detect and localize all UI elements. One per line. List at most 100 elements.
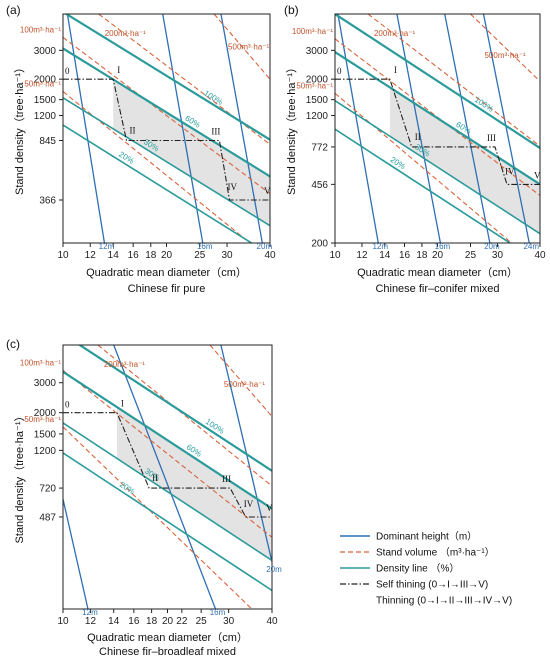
y-tick-label: 845 — [39, 136, 56, 147]
x-tick-label: 40 — [534, 250, 546, 261]
x-tick-label: 10 — [57, 250, 69, 261]
height-label-16m: 16m — [435, 242, 451, 251]
legend-label-height: Dominant height（m） — [376, 531, 477, 543]
thinning-point-ii: II — [415, 132, 421, 142]
y-tick-label: 1200 — [34, 446, 57, 457]
y-tick-label: 2000 — [306, 75, 329, 86]
y-tick-label: 3000 — [34, 46, 57, 57]
thinning-path — [63, 412, 272, 518]
y-tick-label: 1200 — [34, 111, 57, 122]
x-tick-label: 30 — [223, 616, 235, 627]
legend-label-volume: Stand volume （m³·ha⁻¹） — [376, 547, 495, 559]
x-tick-label: 40 — [264, 250, 276, 261]
height-line-12m — [66, 14, 106, 243]
x-tick-label: 12 — [85, 250, 97, 261]
y-tick-label: 1200 — [306, 111, 329, 122]
density-label-20: 20% — [117, 150, 135, 166]
height-label-12m: 12m — [372, 242, 388, 251]
density-line-20 — [335, 128, 512, 243]
density-line-30 — [63, 97, 270, 227]
density-line-60 — [63, 47, 270, 178]
y-tick-label: 3000 — [34, 378, 57, 389]
y-axis-label: Stand density（tree·ha⁻¹） — [13, 411, 26, 544]
y-tick-label: 3000 — [306, 46, 329, 57]
thinning-point-ii: II — [152, 473, 158, 483]
volume-line-500m-ha — [470, 14, 540, 82]
x-tick-label: 30 — [492, 250, 504, 261]
density-label-20: 20% — [118, 480, 136, 496]
volume-line-100m-ha — [63, 36, 270, 195]
y-tick-label: 1500 — [34, 429, 57, 440]
thinning-point-ii: II — [130, 125, 136, 135]
x-tick-label: 20 — [161, 250, 173, 261]
height-label-24m: 24m — [523, 242, 539, 251]
plot-area — [335, 14, 540, 243]
x-tick-label: 16 — [128, 250, 140, 261]
y-axis-label: Stand density（tree·ha⁻¹） — [285, 62, 298, 195]
x-tick-label: 40 — [266, 616, 278, 627]
thinning-point-0: 0 — [65, 400, 70, 410]
thinning-point-0: 0 — [65, 66, 70, 76]
thinning-point-iv: IV — [228, 182, 238, 192]
height-line-12m — [63, 498, 89, 609]
management-zone-shade — [113, 79, 270, 226]
y-tick-label: 772 — [311, 142, 328, 153]
height-line-12m — [337, 14, 379, 243]
x-tick-label: 10 — [57, 616, 69, 627]
volume-label-100m-ha: 100m³·ha⁻¹ — [20, 25, 61, 34]
x-tick-label: 12 — [356, 250, 368, 261]
y-tick-label: 456 — [311, 180, 328, 191]
x-tick-label: 25 — [465, 250, 477, 261]
thinning-point-iv: IV — [505, 166, 515, 176]
volume-label-100m-ha: 100m³·ha⁻¹ — [292, 27, 333, 36]
volume-line-50m-ha — [63, 426, 253, 609]
height-line-20m — [444, 14, 491, 243]
thinning-point-v: V — [534, 170, 541, 180]
x-tick-label: 20 — [432, 250, 444, 261]
volume-label-100m-ha: 100m³·ha⁻¹ — [20, 358, 61, 367]
volume-label-500m-ha: 500m³·ha⁻¹ — [224, 380, 265, 389]
height-label-12m: 12m — [99, 242, 115, 251]
thinning-point-i: I — [121, 399, 124, 409]
panel-label: (c) — [6, 337, 20, 351]
x-tick-label: 30 — [221, 250, 233, 261]
height-label-20m: 20m — [484, 242, 500, 251]
y-axis-label: Stand density（tree·ha⁻¹） — [13, 62, 26, 195]
thinning-point-i: I — [117, 65, 120, 75]
plot-area — [63, 14, 270, 243]
volume-label-200m-ha: 200m³·ha⁻¹ — [374, 29, 415, 38]
management-zone-shade — [389, 87, 540, 234]
density-line-30 — [63, 422, 272, 562]
volume-label-50m-ha: 50m³·ha⁻¹ — [24, 415, 61, 424]
density-line-60 — [63, 370, 272, 510]
x-axis-label: Quadratic mean diameter（cm） — [87, 631, 248, 644]
thinning-path — [63, 78, 270, 201]
volume-label-500m-ha: 500m³·ha⁻¹ — [484, 51, 525, 60]
x-axis-label: Quadratic mean diameter（cm） — [86, 266, 247, 279]
x-tick-label: 14 — [379, 250, 391, 261]
volume-label-50m-ha: 50m³·ha⁻¹ — [296, 81, 333, 90]
x-tick-label: 12 — [85, 616, 97, 627]
volume-line-200m-ha — [97, 345, 272, 487]
thinning-point-i: I — [394, 65, 397, 75]
density-line-30 — [335, 99, 540, 235]
density-line-60 — [335, 51, 540, 186]
height-label-20m: 20m — [266, 565, 282, 574]
x-tick-label: 18 — [416, 250, 428, 261]
volume-line-100m-ha — [63, 369, 272, 538]
y-tick-label: 1500 — [34, 95, 57, 106]
panel-label: (b) — [284, 3, 299, 17]
x-tick-label: 22 — [176, 616, 188, 627]
panel-caption: Chinese fir–broadleaf mixed — [99, 646, 236, 658]
thinning-point-0: 0 — [337, 66, 342, 76]
height-line-20m — [220, 14, 263, 243]
height-label-16m: 16m — [210, 608, 226, 617]
height-line-16m — [396, 14, 442, 243]
y-tick-label: 487 — [39, 512, 56, 523]
x-tick-label: 16 — [128, 616, 140, 627]
panel-c: 10 12 14 16 18 20 22 25 30 40 487 720 1200 1500 2000 30… — [6, 337, 282, 658]
density-label-20: 20% — [389, 155, 407, 171]
legend-label-density: Density line （%） — [376, 563, 459, 575]
x-axis-label: Quadratic mean diameter（cm） — [357, 266, 518, 279]
